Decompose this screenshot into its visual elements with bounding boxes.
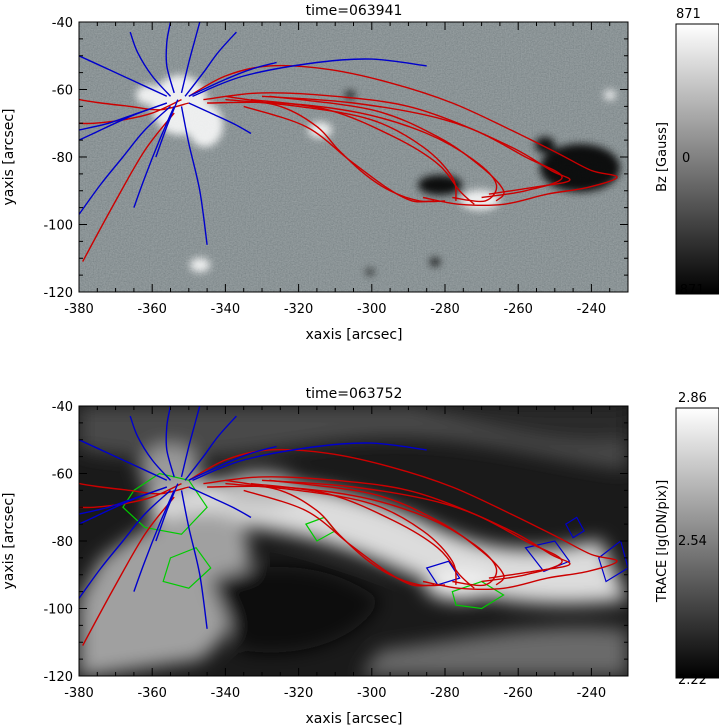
field-line [82,496,175,646]
y-tick-label: -40 [52,400,73,415]
field-line [82,112,175,262]
x-tick-label: -240 [577,686,607,701]
x-tick-label: -300 [357,686,387,701]
y-tick-label: -100 [43,219,73,234]
field-line [188,61,277,97]
contour [425,560,461,586]
field-line [79,489,171,599]
field-line [188,64,618,207]
trace-image-2 [79,406,628,676]
field-line [180,22,201,94]
field-line [184,415,237,481]
contour [524,540,571,573]
field-line [165,22,175,94]
field-line [188,448,618,591]
field-line [192,442,427,481]
contour [598,539,628,583]
y-tick-label: -100 [43,603,73,618]
field-line [155,483,179,542]
x-axis-label-2: xaxis [arcsec] [305,711,402,726]
chart-title-1: time=063941 [306,3,403,19]
x-tick-label: -300 [357,302,387,317]
field-line [243,489,435,587]
y-axis-label-2: yaxis [arcsec] [1,492,17,589]
x-tick-label: -380 [64,302,94,317]
field-line [269,479,505,586]
field-line [188,486,252,519]
colorbar-2: 2.86 2.54 2.22 TRACE [lg(DN/pix)] [655,391,719,688]
field-line [79,55,168,97]
field-line [133,106,175,208]
x-tick-label: -340 [211,686,241,701]
field-line [79,486,168,525]
field-line [133,490,175,592]
x-tick-label: -340 [211,302,241,317]
colorbar-label-2: TRACE [lg(DN/pix)] [655,480,670,603]
field-line [250,482,475,589]
x-tick-label: -260 [503,302,533,317]
field-line [261,479,571,579]
field-line [180,406,201,478]
colorbar-label-1: Bz [Gauss] [655,122,670,192]
field-line [250,98,475,205]
field-line [165,406,175,478]
field-line [188,102,252,135]
x-tick-label: -280 [430,686,460,701]
field-lines-2 [79,406,618,646]
field-line [225,98,457,202]
field-line [180,490,208,629]
colorbar-max-2: 2.86 [678,391,707,406]
x-tick-label: -240 [577,302,607,317]
y-tick-label: -120 [43,670,73,685]
y-tick-label: -60 [52,84,73,99]
y-axis-label-1: yaxis [arcsec] [1,108,17,205]
field-line [129,31,172,97]
colorbar-min-1: -871 [675,283,705,298]
field-line [79,102,168,141]
x-tick-label: -260 [503,686,533,701]
field-lines-1 [79,22,618,262]
y-tick-label: -80 [52,535,73,550]
colorbar-1: 871 0 -871 Bz [Gauss] [655,7,719,298]
field-line [225,482,457,586]
x-axis-label-1: xaxis [arcsec] [305,327,402,343]
y-tick-label: -60 [52,468,73,483]
magnetogram-image-1 [79,22,628,292]
x-tick-label: -360 [137,302,167,317]
field-line [192,58,427,97]
field-line [184,31,237,97]
chart-title-2: time=063752 [306,386,403,402]
field-line [261,95,571,195]
field-line [243,105,435,203]
y-tick-label: -40 [52,16,73,31]
contour [564,516,585,539]
y-tick-label: -80 [52,151,73,166]
y-tick-label: -120 [43,286,73,301]
field-line [188,445,277,481]
field-line [180,106,208,245]
colorbar-mid-1: 0 [682,151,690,166]
colorbar-mid-2: 2.54 [678,534,707,549]
x-tick-label: -380 [64,686,94,701]
axes-1: -380 -360 -340 -320 -300 -280 -260 -240 -120 -100… [43,16,629,317]
field-line [155,99,179,158]
field-line [79,439,168,481]
field-line [129,415,172,481]
colorbar-max-1: 871 [676,7,701,22]
colorbar-min-2: 2.22 [678,673,707,688]
x-tick-label: -320 [284,302,314,317]
field-line [79,105,171,215]
axes-2: -380 -360 -340 -320 -300 -280 -260 -240 -120 -100… [43,400,629,701]
x-tick-label: -360 [137,686,167,701]
x-tick-label: -320 [284,686,314,701]
contour [451,580,505,610]
x-tick-label: -280 [430,302,460,317]
field-line [269,95,505,202]
